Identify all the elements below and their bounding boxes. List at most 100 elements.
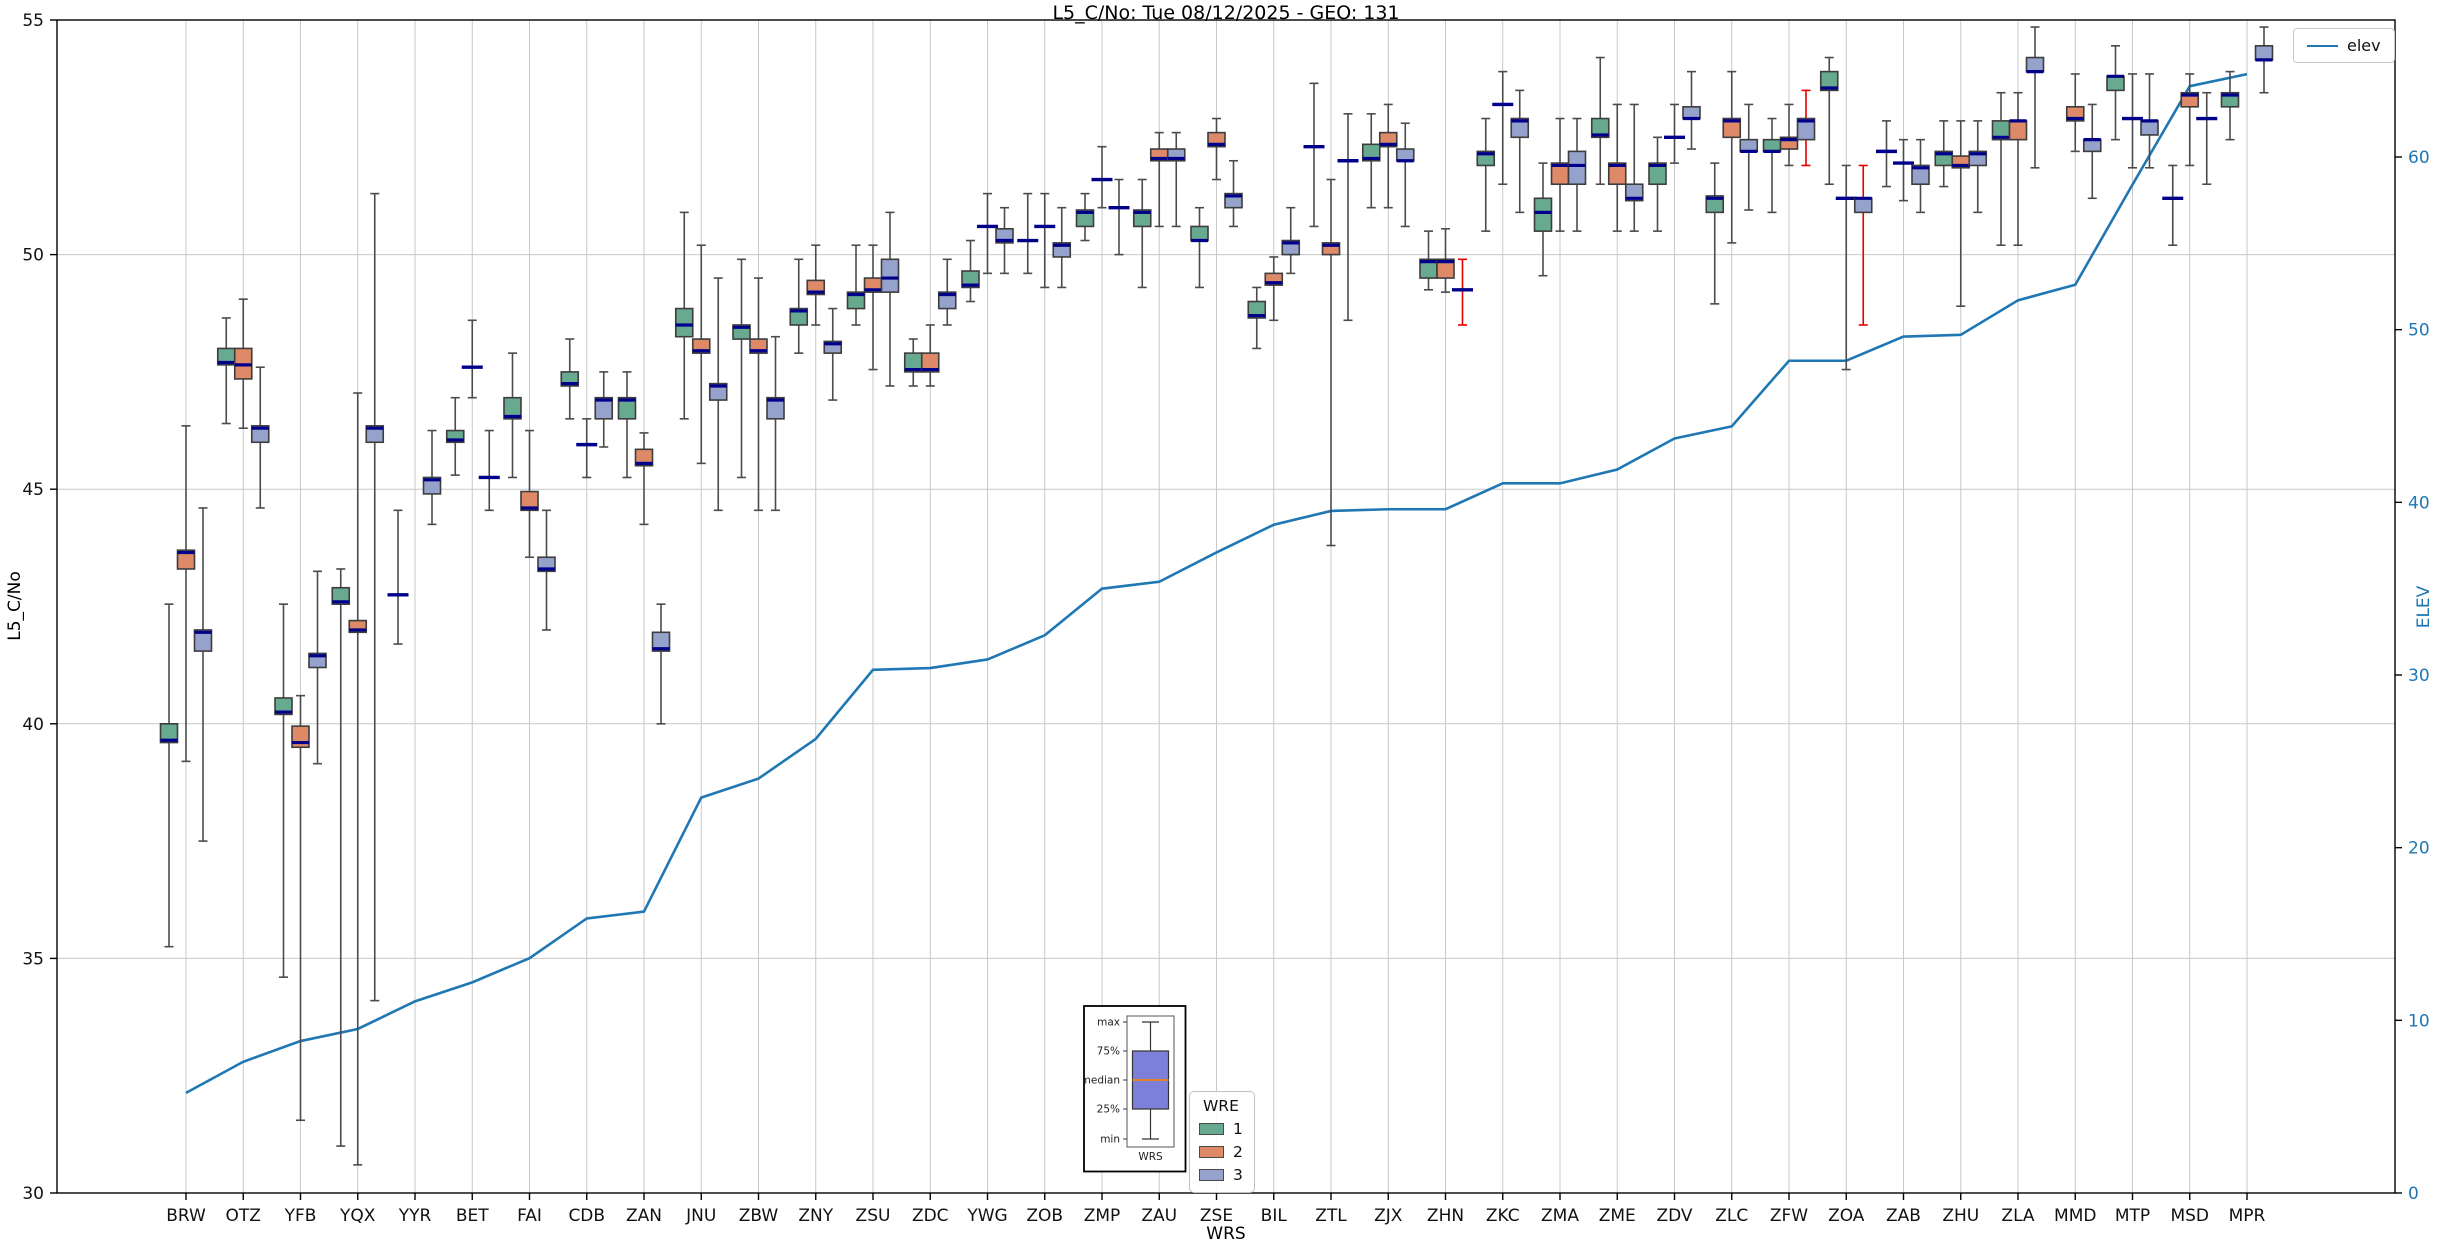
x-tick-label-YFB: YFB xyxy=(284,1206,317,1226)
station-YWG-boxes xyxy=(961,192,1014,303)
wre3-box xyxy=(2254,45,2274,61)
x-tick-label-ZSE: ZSE xyxy=(1200,1206,1233,1226)
x-tick-label-YWG: YWG xyxy=(966,1206,1007,1226)
wre1-box xyxy=(1247,300,1267,319)
station-ZKC-boxes xyxy=(1476,70,1530,232)
wre1-box xyxy=(1190,225,1209,242)
station-ZOB-boxes xyxy=(1017,192,1072,289)
wre1-box xyxy=(1361,143,1381,162)
wre-legend-item-1: 1 xyxy=(1199,1120,1243,1138)
x-tick-label-ZLA: ZLA xyxy=(2001,1206,2035,1226)
station-ZHN-boxes xyxy=(1419,227,1473,326)
station-YFB-boxes xyxy=(274,570,327,1122)
wre2-box xyxy=(1436,258,1455,279)
y-tick-label-right: 60 xyxy=(2408,148,2430,168)
station-FAI-boxes xyxy=(503,352,556,631)
x-tick-label-ZTL: ZTL xyxy=(1315,1206,1347,1226)
wre3-box xyxy=(1911,164,1930,186)
wre-2-swatch xyxy=(1199,1146,1224,1158)
y-tick-label-left: 30 xyxy=(22,1184,44,1204)
wre3-box xyxy=(880,258,900,293)
y-tick-label-right: 10 xyxy=(2408,1011,2430,1031)
wre1-box xyxy=(159,722,179,744)
station-ZLC-boxes xyxy=(1705,70,1759,305)
wre3-box xyxy=(2025,56,2045,73)
wre2-box xyxy=(1607,162,1627,186)
wre-3-label: 3 xyxy=(1233,1166,1243,1184)
x-tick-label-YQX: YQX xyxy=(339,1206,376,1226)
wre-legend-item-2: 2 xyxy=(1199,1143,1243,1161)
station-ZNY-boxes xyxy=(789,244,843,401)
y-tick-label-right: 20 xyxy=(2408,839,2430,859)
x-tick-label-MPR: MPR xyxy=(2229,1206,2266,1226)
x-tick-label-YYR: YYR xyxy=(398,1206,432,1226)
wre2-box xyxy=(520,490,539,512)
wre1-box xyxy=(617,396,637,420)
wre3-box xyxy=(1166,148,1186,162)
wre-legend-title: WRE xyxy=(1202,1097,1239,1115)
wre1-box xyxy=(1533,197,1553,232)
x-tick-label-ZMP: ZMP xyxy=(1084,1206,1121,1226)
wre1-box xyxy=(846,291,866,310)
station-MMD-boxes xyxy=(2065,73,2102,200)
station-ZMA-boxes xyxy=(1533,117,1587,277)
wre1-box xyxy=(1762,138,1782,153)
wre-1-swatch xyxy=(1199,1123,1224,1135)
station-BIL-boxes xyxy=(1247,206,1301,350)
station-ZJX-boxes xyxy=(1361,103,1415,228)
wre1-box xyxy=(2106,75,2125,92)
x-tick-label-ZME: ZME xyxy=(1599,1206,1636,1226)
wre3-box xyxy=(193,629,213,652)
elev-legend-label: elev xyxy=(2347,36,2381,55)
inset-xlabel: WRS xyxy=(1138,1151,1163,1163)
axis-ticks-and-labels: 30 35 40 45 50 55 0 10 20 30 40 50 60 BRW OTZ YFB YQX YYR… xyxy=(22,11,2429,1226)
x-tick-label-ZDV: ZDV xyxy=(1656,1206,1692,1226)
x-tick-label-ZKC: ZKC xyxy=(1486,1206,1520,1226)
wre3-box xyxy=(651,631,671,652)
x-tick-label-JNU: JNU xyxy=(685,1206,716,1226)
station-ZDC-boxes xyxy=(903,258,957,387)
wre3-box xyxy=(1624,183,1644,202)
station-BET-boxes xyxy=(445,319,500,512)
station-ZSU-boxes xyxy=(846,211,900,387)
wre2-box xyxy=(920,352,940,373)
station-ZMP-boxes xyxy=(1075,145,1130,256)
wre-1-label: 1 xyxy=(1233,1120,1243,1138)
y-tick-label-left: 45 xyxy=(22,480,44,500)
wre3-box xyxy=(1567,150,1587,186)
x-tick-label-ZOB: ZOB xyxy=(1026,1206,1063,1226)
wre2-box xyxy=(1779,136,1799,150)
x-tick-label-MSD: MSD xyxy=(2170,1206,2209,1226)
wre-2-label: 2 xyxy=(1233,1143,1243,1161)
wre2-box xyxy=(176,549,196,570)
wre-3-swatch xyxy=(1199,1169,1224,1181)
y-tick-label-right: 0 xyxy=(2408,1184,2419,1204)
station-ZLA-boxes xyxy=(1991,26,2045,247)
wre3-box xyxy=(1853,197,1873,214)
wre1-box xyxy=(331,586,351,605)
station-OTZ-boxes xyxy=(216,298,270,509)
wre1-box xyxy=(1590,117,1610,139)
x-tick-label-ZHN: ZHN xyxy=(1427,1206,1464,1226)
wre3-box xyxy=(1510,117,1530,139)
boxplot-key-inset: max 75% median 25% min WRS xyxy=(1083,1005,1187,1173)
x-tick-label-OTZ: OTZ xyxy=(226,1206,261,1226)
station-ZAN-boxes xyxy=(617,371,671,725)
wre3-box xyxy=(1682,106,1701,120)
wre1-box xyxy=(274,697,293,716)
wre-legend: WRE 1 2 3 xyxy=(1189,1091,1255,1193)
elev-line-swatch xyxy=(2307,44,2338,47)
station-ZTL-boxes xyxy=(1303,82,1359,547)
inset-ticks xyxy=(1123,1021,1127,1140)
wre2-box xyxy=(1321,242,1341,256)
x-tick-label-MMD: MMD xyxy=(2054,1206,2096,1226)
wre3-box xyxy=(708,382,728,401)
wre1-box xyxy=(445,429,465,444)
y-tick-label-left: 55 xyxy=(22,11,44,31)
station-ZOA-boxes xyxy=(1819,56,1873,371)
chart-title: L5_C/No: Tue 08/12/2025 - GEO: 131 xyxy=(1052,2,1400,24)
station-CDB-boxes xyxy=(560,338,614,479)
station-ZDV-boxes xyxy=(1648,70,1701,232)
wre3-box xyxy=(365,425,385,444)
